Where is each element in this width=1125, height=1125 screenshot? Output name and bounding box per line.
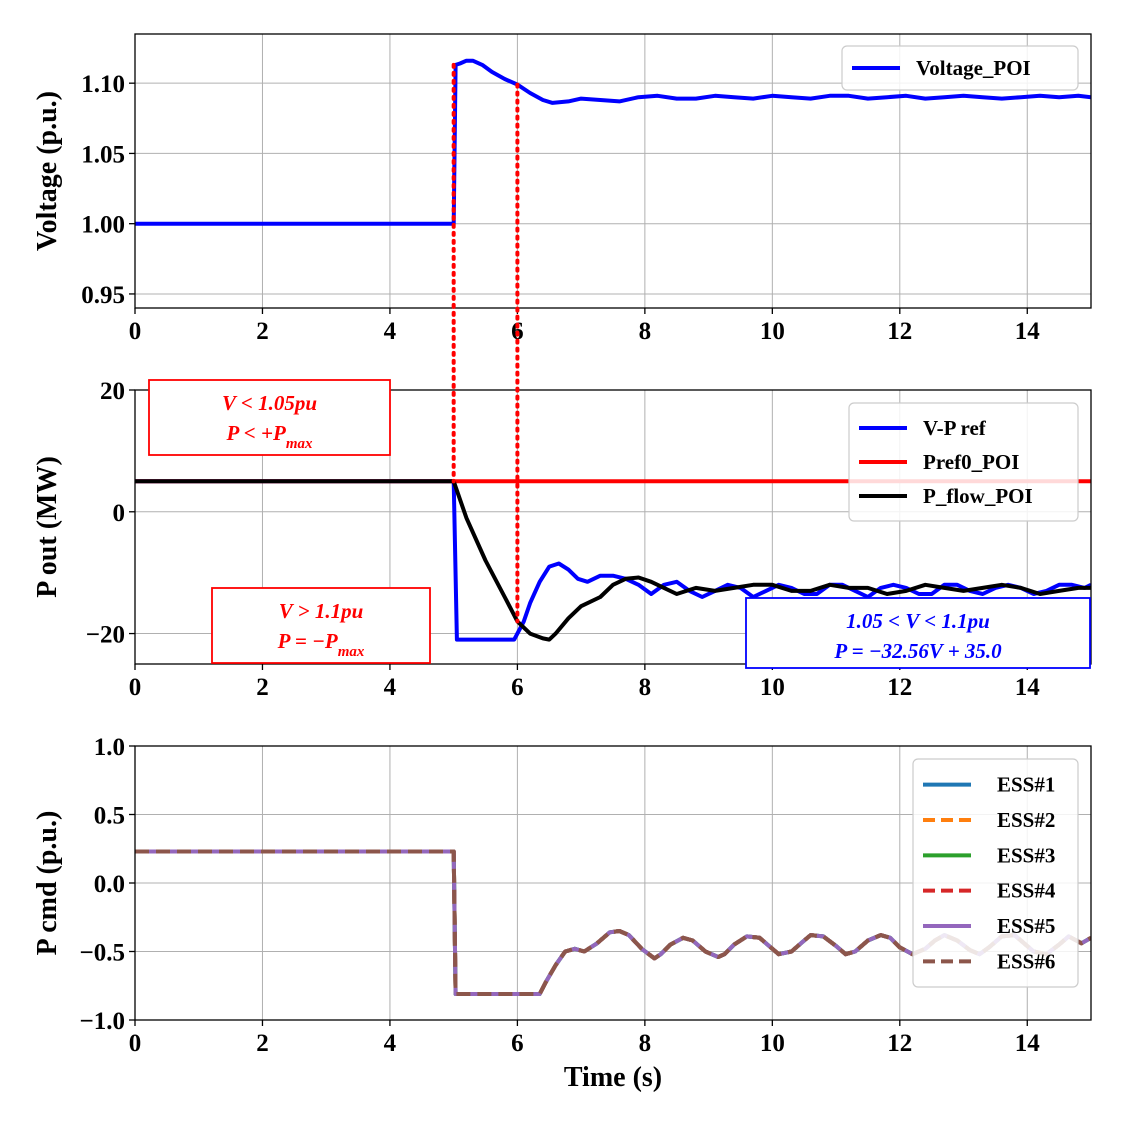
y-tick-label: 0.5 [94,803,125,830]
x-tick-label: 2 [256,318,269,345]
x-tick-label: 12 [887,318,912,345]
x-axis-label: Time (s) [564,1062,662,1093]
annotation-subscript: max [338,644,365,660]
y-tick-label: −20 [86,622,125,649]
legend-frame [841,45,1079,91]
legend-frame [912,758,1079,988]
plot-frame [134,389,1092,665]
y-axis-label: Voltage (p.u.) [32,91,63,251]
legend-label: ESS#2 [997,808,1055,832]
legend-label: P_flow_POI [923,484,1033,508]
y-tick-label: 0.95 [81,282,125,309]
legend-label: V-P ref [923,416,987,440]
x-tick-label: 10 [760,1030,785,1057]
y-tick-label: −0.5 [80,940,126,967]
y-tick-label: 0.0 [94,871,125,898]
x-tick-label: 4 [384,1030,397,1057]
x-tick-label: 14 [1015,318,1041,345]
annotation-line: V < 1.05pu [222,391,317,415]
x-tick-label: 6 [511,674,524,701]
series-group [135,58,1091,226]
series-line-1 [135,479,1091,642]
x-tick-label: 14 [1015,674,1041,701]
annotation-box-3: 1.05 < V < 1.1pu P = −32.56V + 35.0 [745,597,1091,669]
legends-layer: Voltage_POI V-P ref Pref0_POI P_flow_POI ESS… [841,45,1079,988]
x-tick-label: 8 [639,674,652,701]
x-tick-label: 12 [887,674,912,701]
annotation-box-2: V > 1.1pu P = −Pmax [211,587,431,664]
annotations-layer: V < 1.05pu P < +Pmax V > 1.1pu P = −Pmax 1.0… [148,379,1091,669]
y-axis-label: P cmd (p.u.) [32,811,63,956]
y-tick-label: 0 [113,500,126,527]
legend-label: ESS#6 [997,949,1055,973]
legend-3: ESS#1 ESS#2 ESS#3 ESS#4 ESS#5 ESS#6 [912,758,1079,988]
annotation-line: 1.05 < V < 1.1pu [846,609,990,633]
x-tick-label: 4 [384,674,397,701]
series-line-1 [135,58,1091,226]
event-markers-layer [451,62,520,624]
y-tick-label: 1.10 [81,71,125,98]
x-tick-label: 2 [256,674,269,701]
y-tick-label: 1.00 [81,212,125,239]
y-tick-label: 20 [100,378,125,405]
annotation-line: V > 1.1pu [279,599,364,623]
x-tick-label: 8 [639,1030,652,1057]
x-tick-label: 10 [760,318,785,345]
x-tick-label: 14 [1015,1030,1041,1057]
series-line-3 [135,479,1091,642]
legend-label: ESS#5 [997,914,1055,938]
y-axis-label: P out (MW) [32,456,63,598]
legend-label: Pref0_POI [923,450,1019,474]
y-tick-label: 1.05 [81,141,125,168]
annotation-line: P = −Pmax [277,629,365,660]
x-tick-label: 6 [511,1030,524,1057]
legend-1: Voltage_POI [841,45,1079,91]
plot-frame [134,33,1092,309]
legend-label: Voltage_POI [916,56,1031,80]
x-tick-label: 12 [887,1030,912,1057]
annotation-line: P < +Pmax [226,421,313,452]
legend-2: V-P ref Pref0_POI P_flow_POI [848,402,1079,522]
legend-frame [848,402,1079,522]
y-tick-label: 1.0 [94,734,125,761]
x-tick-label: 2 [256,1030,269,1057]
x-tick-label: 10 [760,674,785,701]
annotation-line: P = −32.56V + 35.0 [833,639,1002,663]
legend-label: ESS#4 [997,879,1056,903]
legend-label: ESS#1 [997,773,1055,797]
x-tick-label: 0 [129,318,142,345]
annotation-subscript: max [286,436,313,452]
annotation-box-1: V < 1.05pu P < +Pmax [148,379,391,456]
y-tick-label: −1.0 [80,1008,126,1035]
x-tick-label: 0 [129,1030,142,1057]
legend-label: ESS#3 [997,843,1055,867]
x-tick-label: 0 [129,674,142,701]
x-tick-label: 4 [384,318,397,345]
x-tick-label: 8 [639,318,652,345]
